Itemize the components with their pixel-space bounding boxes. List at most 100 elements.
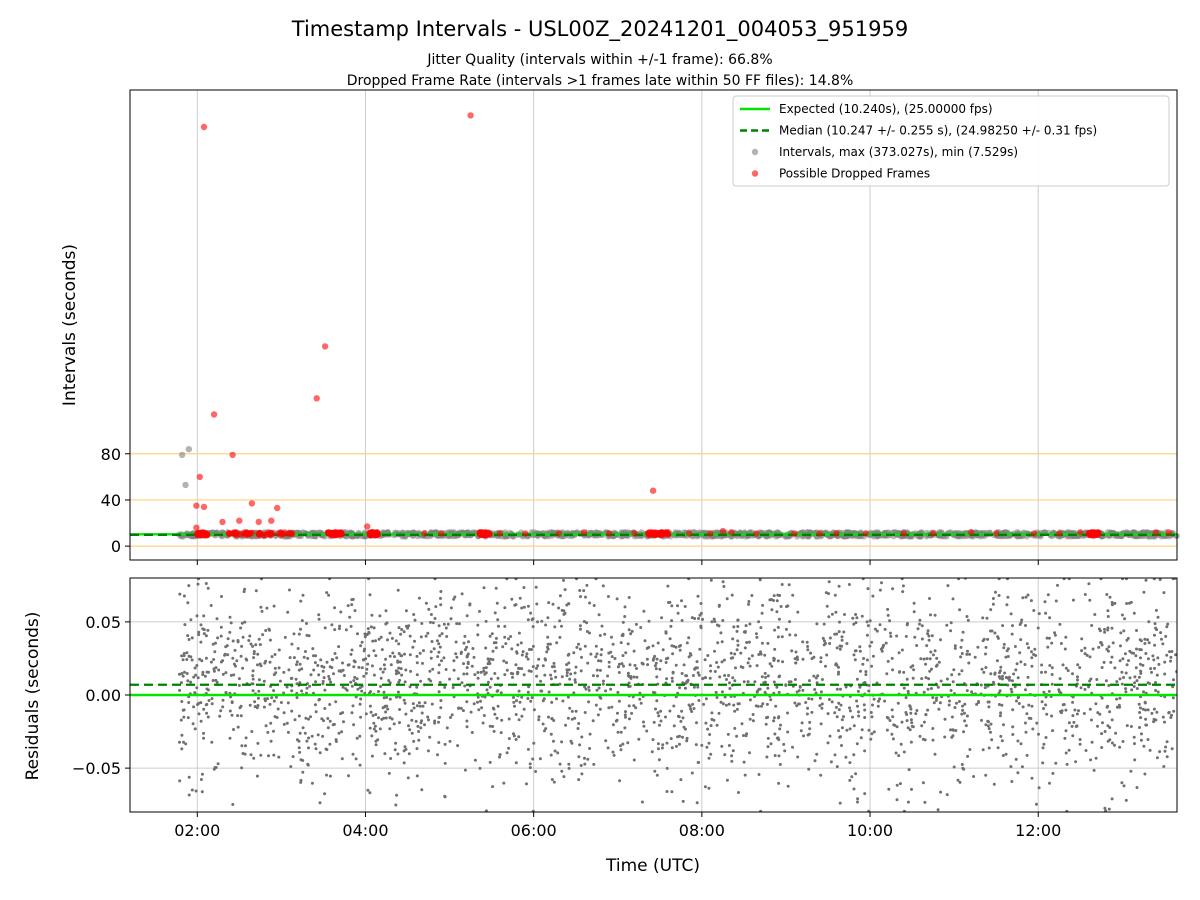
residual-point: [1158, 578, 1162, 581]
residual-point: [493, 611, 497, 615]
residual-point: [394, 672, 398, 676]
residual-point: [290, 689, 294, 693]
x-tick-label: 04:00: [342, 821, 388, 840]
residual-point: [492, 707, 496, 711]
residual-point: [834, 705, 838, 709]
residual-point: [210, 740, 214, 744]
residual-point: [623, 726, 627, 730]
residual-point: [653, 769, 657, 773]
residual-point: [1088, 598, 1092, 602]
residual-point: [596, 674, 599, 678]
residual-point: [178, 688, 182, 692]
residual-point: [729, 651, 733, 655]
dropped-frame-point: [1152, 529, 1160, 536]
residual-point: [298, 750, 302, 754]
residual-point: [713, 620, 717, 623]
residual-point: [640, 800, 644, 804]
residual-point: [482, 586, 486, 590]
residual-point: [260, 578, 263, 581]
residual-point: [329, 680, 333, 684]
residual-point: [1129, 725, 1133, 728]
residual-point: [237, 677, 241, 681]
residual-point: [927, 638, 931, 642]
residual-point: [706, 727, 710, 731]
residual-point: [695, 721, 698, 725]
residual-point: [418, 704, 422, 708]
residual-point: [1048, 664, 1052, 667]
residual-point: [492, 729, 496, 733]
residual-point: [1027, 703, 1031, 707]
residual-point: [1156, 615, 1160, 619]
residual-point: [757, 773, 761, 776]
residual-point: [219, 625, 223, 629]
residual-point: [822, 643, 826, 647]
intervals-y-tick-label: 0: [111, 537, 121, 556]
residual-point: [239, 714, 243, 718]
residual-point: [627, 628, 631, 632]
residuals-plot-frame: [129, 577, 1178, 813]
residual-point: [476, 671, 480, 674]
residual-point: [742, 680, 746, 684]
residual-point: [1121, 657, 1125, 661]
residual-point: [731, 637, 735, 641]
residual-point: [251, 674, 255, 678]
residual-point: [323, 707, 327, 710]
residual-point: [727, 702, 731, 706]
residual-point: [553, 749, 557, 753]
residual-point: [681, 735, 684, 739]
residual-point: [806, 706, 810, 710]
residual-point: [910, 724, 914, 728]
residual-point: [370, 734, 374, 738]
residual-point: [366, 627, 370, 631]
residual-point: [588, 732, 592, 736]
residual-point: [716, 641, 720, 645]
residual-point: [243, 587, 247, 591]
residual-point: [604, 689, 608, 693]
residual-point: [918, 734, 922, 738]
residual-point: [668, 637, 672, 641]
residual-point: [909, 718, 913, 722]
residual-point: [326, 717, 330, 720]
residual-point: [833, 632, 837, 636]
residual-point: [535, 674, 539, 678]
residual-point: [323, 688, 327, 692]
residual-point: [393, 655, 396, 659]
residual-point: [610, 705, 614, 709]
residual-point: [1169, 659, 1172, 663]
residual-point: [1040, 700, 1044, 704]
residual-point: [595, 652, 599, 656]
residual-point: [992, 782, 996, 786]
residual-point: [435, 639, 439, 643]
residual-point: [977, 700, 980, 703]
residual-point: [672, 704, 676, 708]
residual-point: [330, 666, 334, 670]
residual-point: [1150, 670, 1153, 674]
residual-point: [659, 719, 663, 723]
residual-point: [670, 604, 674, 608]
residual-point: [1036, 626, 1040, 630]
residual-point: [241, 666, 245, 670]
residual-point: [892, 723, 896, 727]
residual-point: [189, 680, 193, 684]
residual-point: [349, 652, 353, 656]
residual-point: [931, 738, 935, 742]
residual-point: [643, 639, 647, 643]
residual-point: [419, 679, 423, 683]
residual-point: [438, 680, 442, 684]
residual-point: [1020, 618, 1024, 622]
residual-point: [1138, 726, 1141, 729]
residual-point: [1027, 646, 1031, 650]
residual-point: [604, 739, 608, 743]
residual-point: [984, 666, 988, 669]
residual-point: [1127, 659, 1130, 663]
residual-point: [696, 685, 700, 689]
residual-point: [577, 722, 581, 725]
residual-point: [1139, 656, 1142, 660]
residual-point: [594, 703, 598, 707]
residual-point: [654, 661, 658, 665]
residual-point: [352, 659, 356, 663]
residual-point: [1156, 690, 1160, 694]
residual-point: [301, 726, 305, 730]
residual-point: [400, 673, 404, 677]
residual-point: [1003, 671, 1007, 675]
